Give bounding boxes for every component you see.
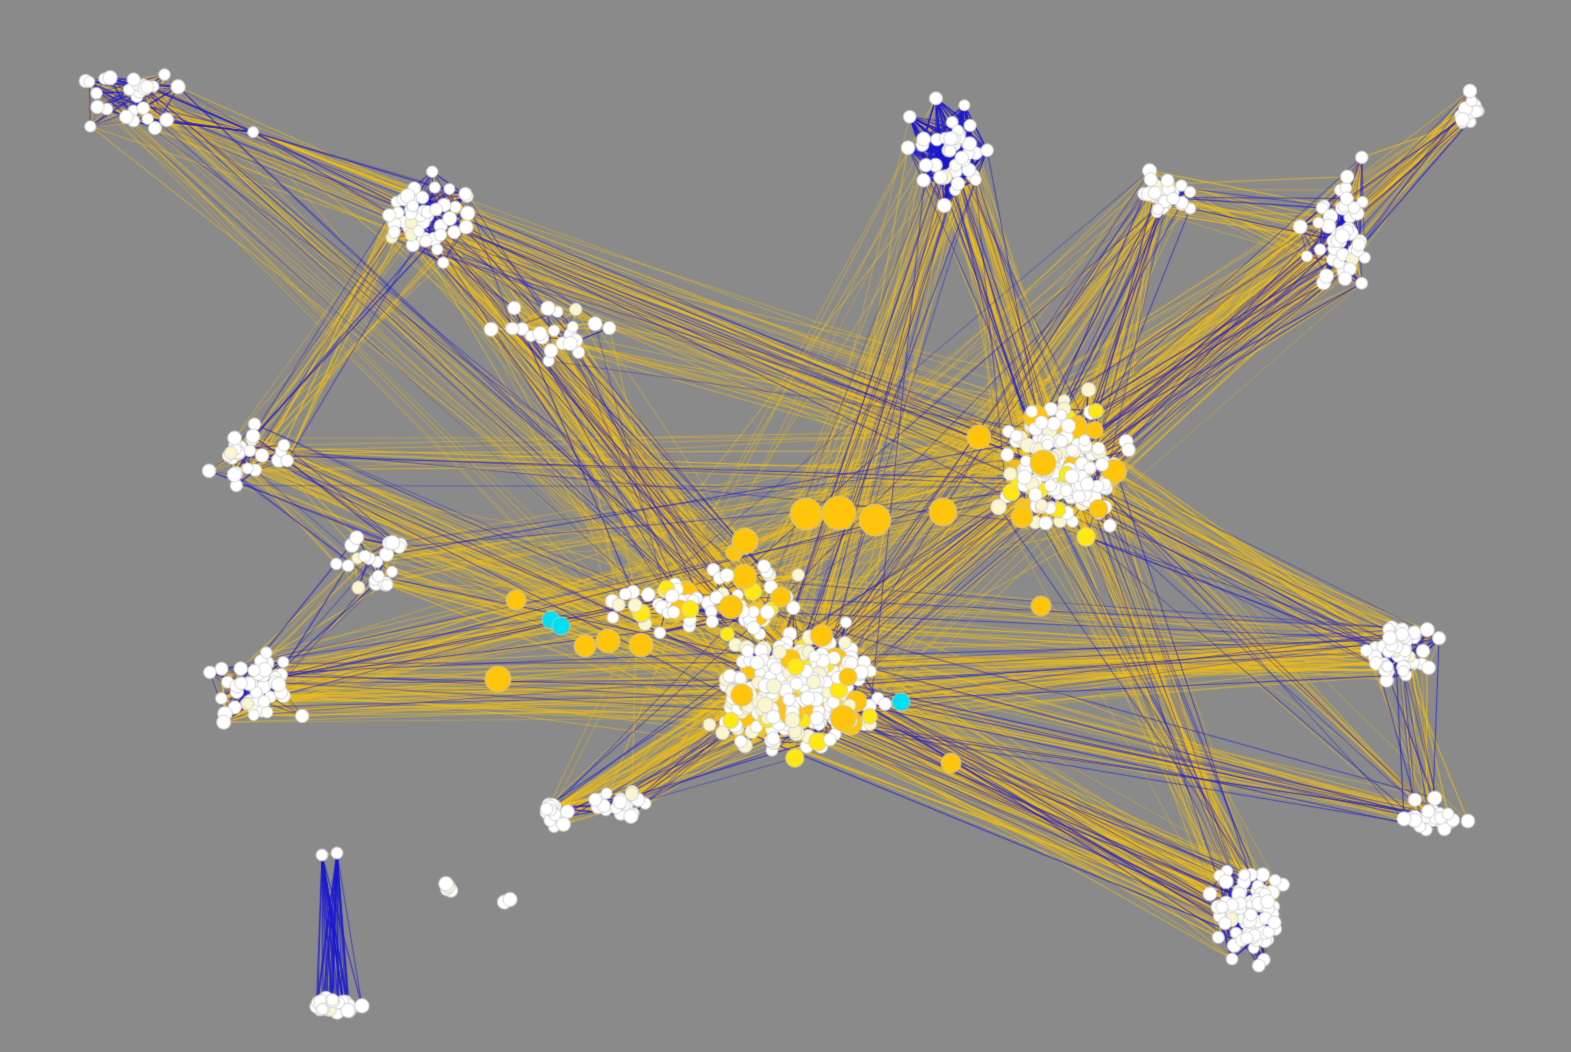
network-graph-visualization bbox=[0, 0, 1571, 1052]
graph-canvas[interactable] bbox=[0, 0, 1571, 1052]
